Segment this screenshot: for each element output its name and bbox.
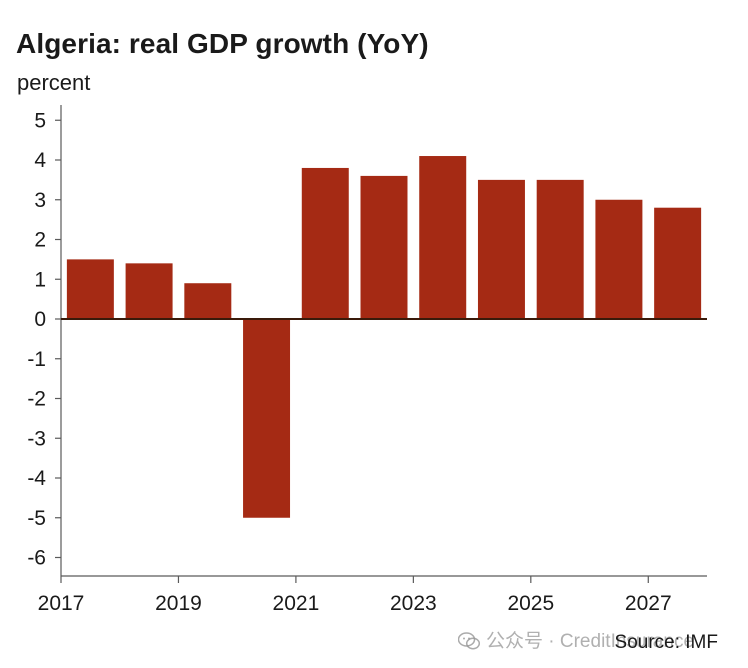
x-axis: 2017 2019 2021 2023 2025 2027	[38, 575, 707, 615]
x-tick-label: 2023	[390, 592, 437, 615]
x-tick-label: 2019	[155, 592, 202, 615]
bar-2018	[125, 263, 173, 319]
bar-2025	[536, 179, 584, 319]
y-tick-label: 2	[34, 229, 46, 252]
y-tick-label: -6	[27, 547, 46, 570]
source-note: Source: IMF	[614, 632, 718, 653]
y-tick-label: 4	[34, 149, 46, 172]
y-tick-label: 0	[34, 308, 46, 331]
y-tick-label: -1	[27, 348, 46, 371]
bar-2021	[301, 167, 349, 319]
x-tick-label: 2021	[273, 592, 320, 615]
y-tick-label: -5	[27, 507, 46, 530]
bar-2026	[595, 199, 643, 319]
y-tick-label: 5	[34, 109, 46, 132]
y-tick-label: 3	[34, 189, 46, 212]
y-tick-label: -3	[27, 427, 46, 450]
x-tick-label: 2025	[507, 592, 554, 615]
bars	[61, 156, 707, 518]
bar-2017	[66, 259, 114, 319]
bar-2024	[477, 179, 525, 319]
bar-2020	[243, 319, 291, 518]
bar-2023	[419, 156, 467, 319]
bar-2027	[654, 207, 702, 319]
y-tick-label: -2	[27, 388, 46, 411]
bar-2019	[184, 283, 232, 319]
y-tick-label: -4	[27, 467, 46, 490]
y-tick-label: 1	[34, 268, 46, 291]
bar-2022	[360, 175, 408, 319]
chart-title: Algeria: real GDP growth (YoY)	[16, 28, 429, 59]
x-tick-label: 2027	[625, 592, 672, 615]
x-tick-label: 2017	[38, 592, 85, 615]
y-axis-unit-label: percent	[17, 70, 91, 95]
y-axis: 5 4 3 2 1 0 -1 -2 -3 -4 -5 -6	[27, 105, 62, 576]
